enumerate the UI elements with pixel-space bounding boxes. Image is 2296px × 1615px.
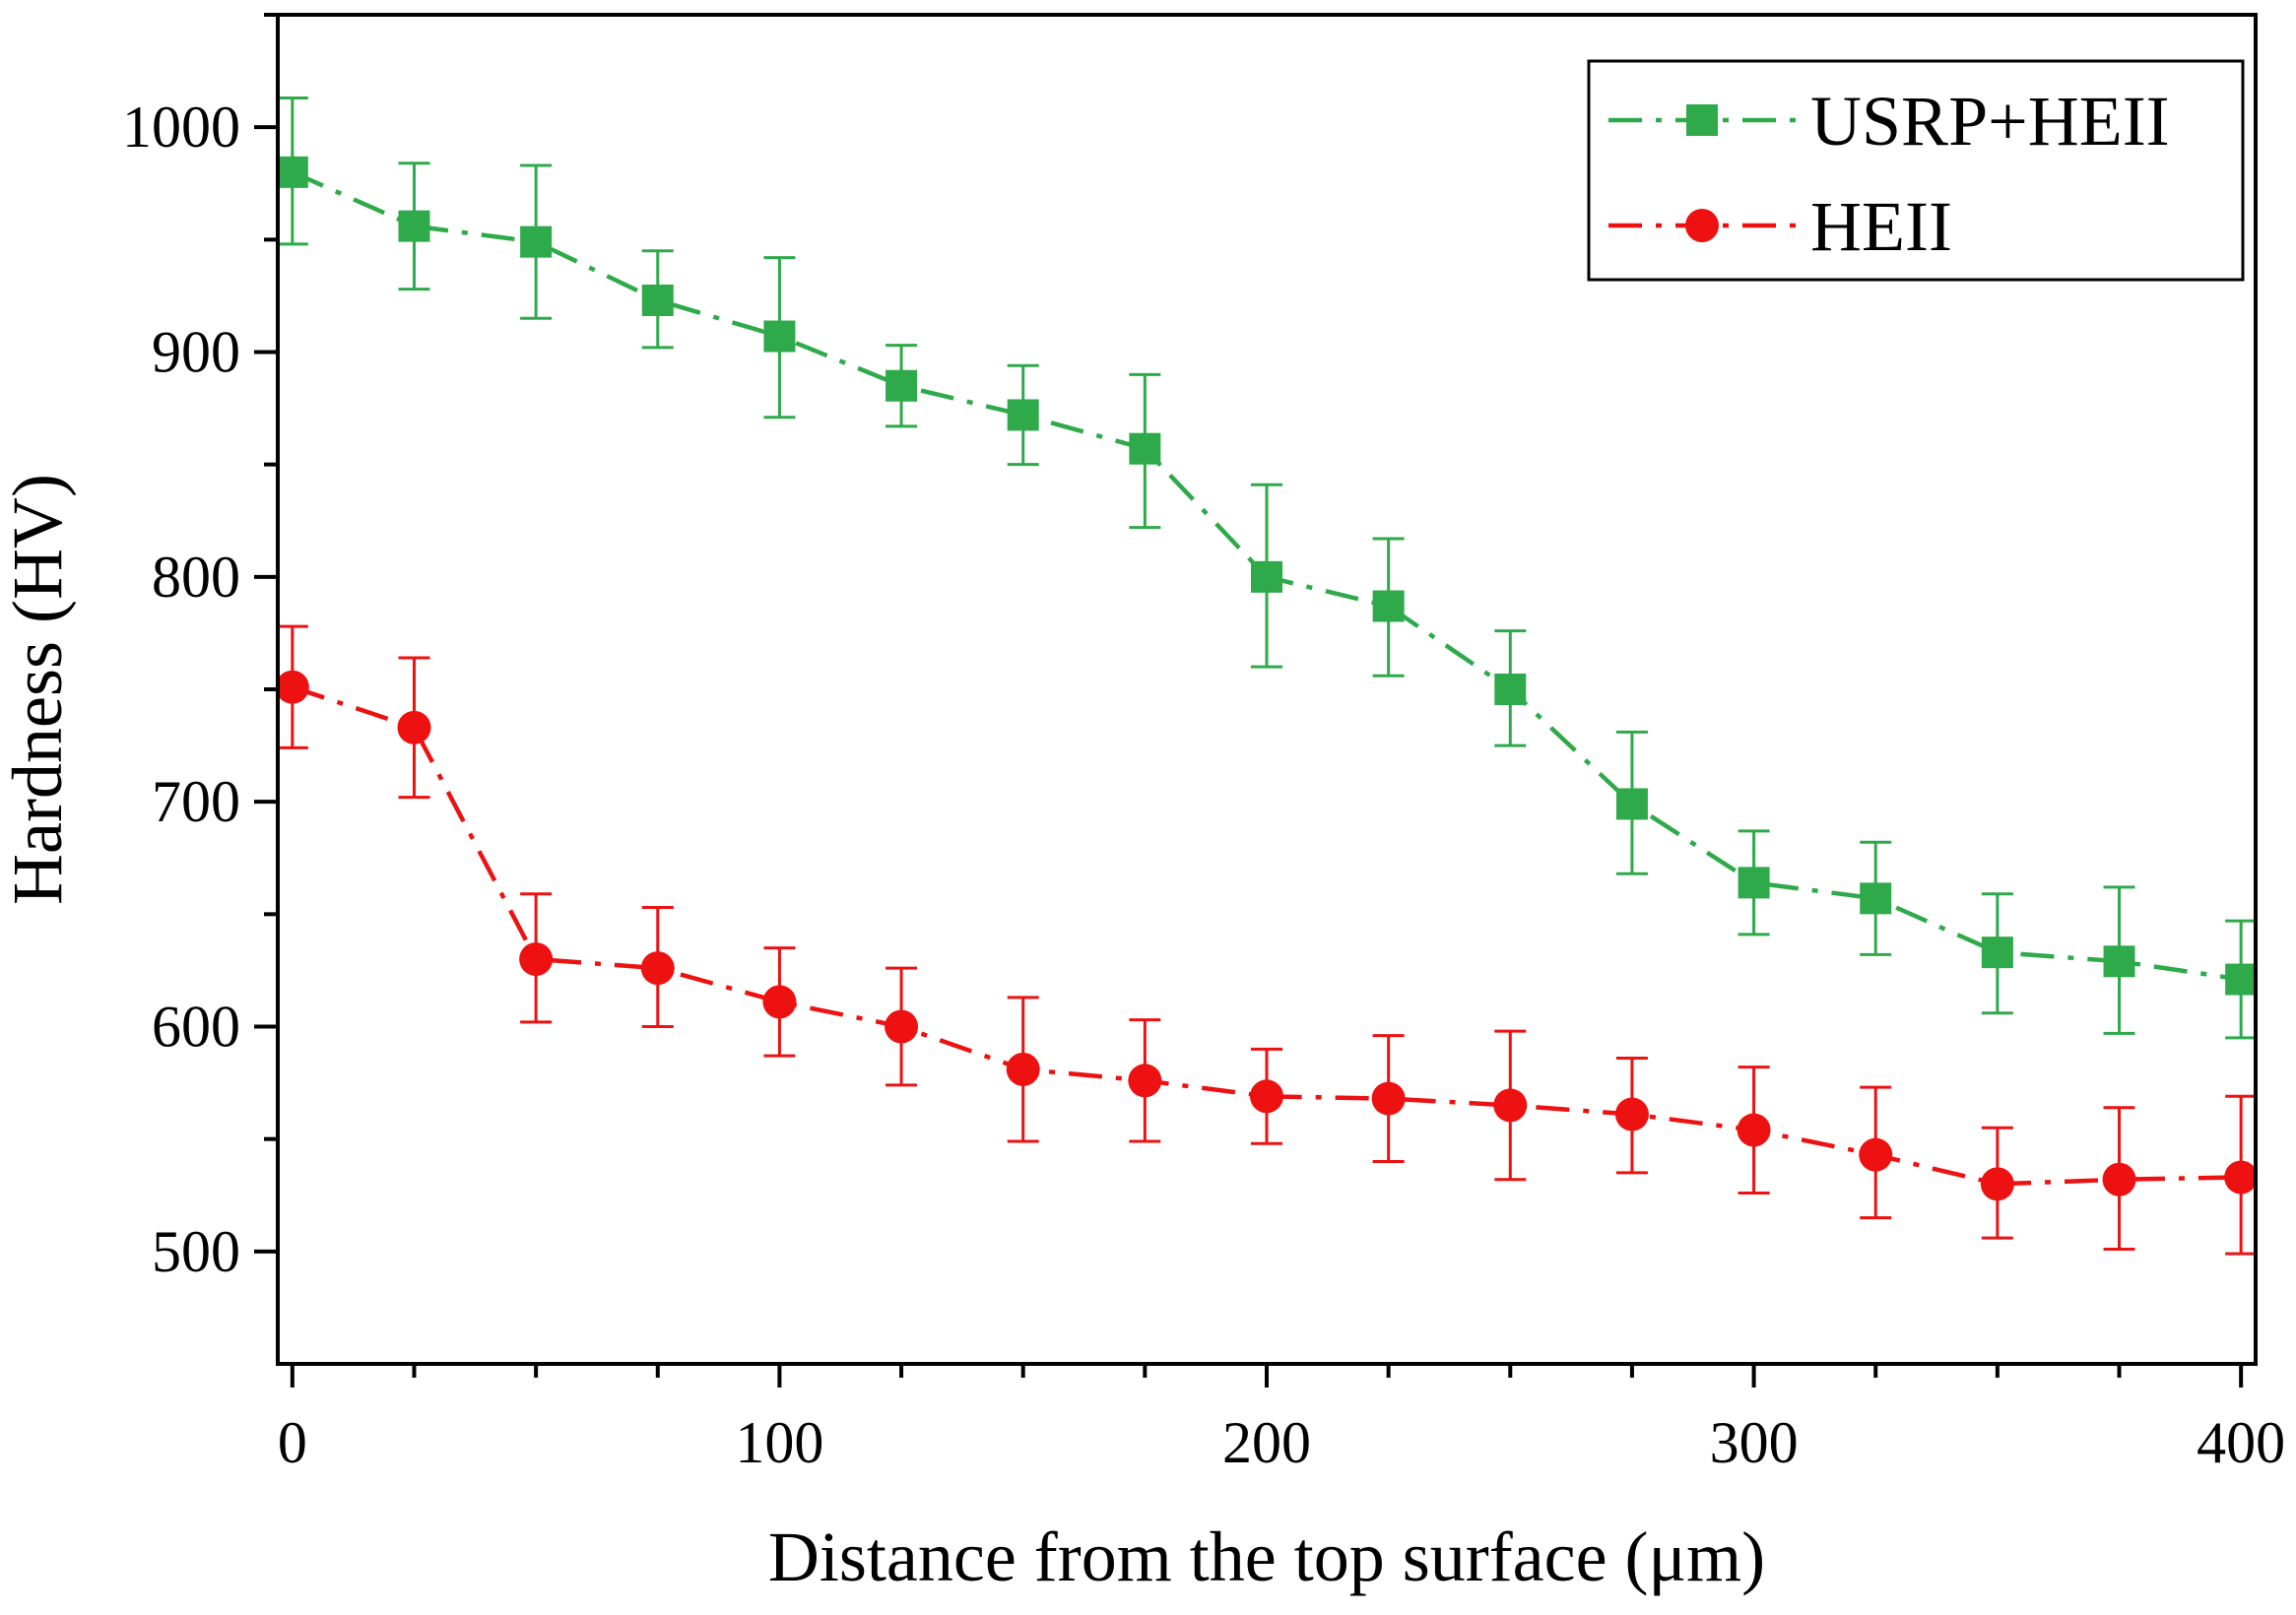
y-tick-label: 700 (152, 769, 240, 834)
series-line (292, 684, 2242, 1187)
data-point (2103, 945, 2135, 978)
x-tick-label: 300 (1710, 1410, 1799, 1475)
data-point (1980, 1167, 2014, 1201)
data-point (1251, 560, 1282, 593)
x-axis-label: Distance from the top surface (μm) (768, 1518, 1765, 1596)
data-point (275, 670, 309, 704)
data-point (1250, 1079, 1283, 1114)
data-point (2225, 963, 2258, 996)
legend: USRP+HEII HEII (1587, 59, 2245, 282)
y-tick-label: 800 (152, 545, 240, 610)
data-point (886, 369, 918, 402)
data-point (519, 942, 554, 976)
data-point (1006, 1052, 1040, 1086)
series-usrp-heii (276, 96, 2258, 1040)
data-point (1737, 1113, 1771, 1147)
data-point (885, 1009, 919, 1044)
data-point (2224, 1160, 2259, 1195)
legend-entry: HEII (1608, 187, 1952, 266)
data-point (1372, 590, 1405, 622)
y-tick-label: 500 (152, 1219, 240, 1284)
legend-box (1587, 59, 2245, 282)
data-point (1981, 937, 2013, 969)
data-point (1493, 1088, 1528, 1123)
plot-frame (276, 13, 2258, 1366)
y-axis-label: Hardness (HV) (0, 474, 77, 905)
series-group (275, 96, 2259, 1256)
legend-label: HEII (1810, 187, 1952, 266)
data-point (2102, 1162, 2136, 1196)
data-point (1859, 1137, 1893, 1172)
data-point (1007, 399, 1039, 431)
data-point (763, 320, 796, 353)
legend-entry: USRP+HEII (1608, 82, 2170, 161)
series-heii (275, 624, 2259, 1256)
data-point (397, 710, 431, 744)
data-point (520, 226, 553, 258)
data-point (1494, 674, 1527, 705)
data-point (276, 156, 308, 188)
data-point (1860, 882, 1892, 915)
y-tick-label: 900 (152, 320, 240, 385)
y-tick-label: 600 (152, 995, 240, 1060)
data-point (1614, 1097, 1649, 1131)
data-point (1129, 432, 1161, 465)
data-point (1128, 1064, 1162, 1098)
data-point (1371, 1081, 1406, 1116)
x-tick-label: 0 (278, 1410, 307, 1475)
tick-labels: 0 100 200 300 400 500 600 700 800 900 1000 (122, 95, 2285, 1475)
data-point (1615, 788, 1648, 820)
data-point (398, 210, 430, 242)
y-tick-label: 1000 (122, 95, 240, 160)
data-point (641, 284, 674, 316)
axis-ticks (254, 13, 2244, 1388)
data-point (1738, 867, 1770, 899)
data-point (640, 951, 675, 986)
x-tick-label: 200 (1222, 1410, 1311, 1475)
x-tick-label: 100 (735, 1410, 823, 1475)
legend-marker (1686, 104, 1718, 136)
legend-label: USRP+HEII (1810, 82, 2170, 161)
legend-marker (1685, 209, 1719, 242)
data-point (762, 985, 797, 1019)
x-tick-label: 400 (2197, 1410, 2285, 1475)
